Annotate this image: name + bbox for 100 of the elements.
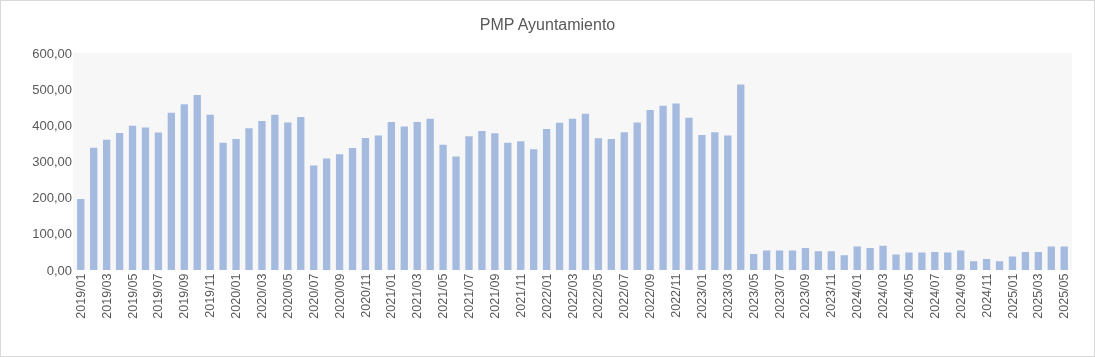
bar — [426, 118, 434, 270]
x-tick-label: 2021/01 — [384, 273, 399, 319]
x-tick-label: 2020/11 — [358, 273, 373, 318]
x-tick-label: 2021/09 — [487, 273, 502, 319]
bar — [982, 259, 991, 270]
bar — [1021, 251, 1030, 270]
bar — [944, 252, 952, 270]
bar — [361, 137, 370, 270]
x-tick-label: 2024/03 — [876, 273, 891, 319]
x-tick-label: 2022/01 — [539, 273, 554, 319]
bar — [335, 154, 344, 270]
bar — [322, 158, 331, 270]
bar — [284, 122, 292, 270]
bar — [762, 250, 771, 270]
bar — [931, 251, 939, 270]
x-tick-label: 2020/07 — [306, 273, 321, 319]
bar — [77, 199, 85, 270]
x-tick-label: 2025/03 — [1031, 273, 1046, 319]
x-tick-label: 2023/05 — [746, 273, 761, 319]
bar — [892, 254, 900, 270]
x-tick-label: 2021/07 — [462, 273, 477, 319]
x-tick-label: 2020/05 — [280, 273, 295, 319]
bar — [102, 139, 111, 270]
bar — [957, 250, 965, 270]
bar — [219, 142, 227, 270]
y-tick-label: 300,00 — [32, 154, 72, 170]
bar — [128, 125, 137, 270]
x-tick-label: 2024/11 — [979, 273, 994, 318]
y-tick-label: 600,00 — [32, 45, 72, 61]
bar — [258, 120, 266, 270]
x-tick-label: 2019/09 — [177, 273, 192, 319]
x-tick-label: 2021/03 — [410, 273, 425, 319]
x-tick-label: 2022/05 — [591, 273, 606, 319]
bar — [1047, 246, 1055, 270]
x-tick-label: 2025/01 — [1005, 273, 1020, 319]
bar — [685, 117, 693, 270]
bar — [568, 118, 577, 270]
bar — [555, 122, 564, 270]
x-tick-label: 2023/07 — [772, 273, 787, 319]
bar — [1034, 251, 1043, 270]
bar — [594, 138, 603, 270]
x-tick-label: 2020/01 — [229, 273, 244, 319]
bar — [788, 250, 797, 270]
bar — [801, 247, 810, 270]
x-tick-label: 2022/03 — [565, 273, 580, 319]
bar — [969, 261, 978, 270]
bar — [90, 147, 98, 270]
x-tick-label: 2023/11 — [824, 273, 839, 318]
bar — [879, 245, 887, 270]
y-tick-label: 100,00 — [32, 226, 72, 242]
bar — [633, 122, 641, 270]
bar — [620, 132, 628, 270]
bar — [995, 261, 1004, 270]
bar — [400, 126, 408, 270]
bar — [491, 133, 499, 270]
bar — [478, 131, 486, 270]
bar — [737, 84, 745, 270]
x-tick-label: 2023/01 — [694, 273, 709, 319]
bar — [607, 139, 615, 270]
y-tick-label: 0,00 — [46, 262, 72, 278]
y-tick-label: 500,00 — [32, 81, 72, 97]
bar — [646, 110, 654, 270]
bar — [413, 122, 421, 270]
x-tick-label: 2020/03 — [254, 273, 269, 319]
x-tick-label: 2024/05 — [902, 273, 917, 319]
bar — [452, 156, 460, 270]
bar — [348, 148, 357, 270]
bar — [465, 136, 473, 270]
bar — [1060, 246, 1068, 270]
bar — [439, 144, 447, 270]
x-tick-label: 2022/11 — [669, 273, 684, 318]
x-tick-label: 2019/07 — [151, 273, 166, 319]
x-tick-label: 2023/09 — [798, 273, 813, 319]
chart-title: PMP Ayuntamiento — [479, 15, 616, 33]
bar — [310, 165, 318, 270]
bar — [659, 105, 667, 270]
bar — [918, 252, 926, 270]
bar — [232, 139, 240, 270]
x-tick-label: 2019/03 — [99, 273, 114, 319]
bar — [167, 112, 176, 270]
bar — [775, 250, 784, 270]
bar — [672, 103, 680, 270]
y-tick-label: 400,00 — [32, 117, 72, 133]
x-tick-label: 2024/07 — [927, 273, 942, 319]
bar — [115, 132, 124, 270]
bar — [374, 135, 383, 270]
bar — [504, 142, 512, 270]
bar — [245, 128, 253, 270]
bar — [1008, 256, 1017, 270]
bar — [542, 128, 551, 270]
bar — [271, 114, 279, 270]
bar — [193, 94, 201, 270]
x-tick-label: 2019/11 — [203, 273, 218, 318]
x-tick-label: 2020/09 — [332, 273, 347, 319]
y-tick-label: 200,00 — [32, 190, 72, 206]
bar — [180, 104, 188, 270]
bar — [750, 254, 758, 270]
bar — [905, 252, 913, 270]
bar — [814, 251, 823, 270]
x-tick-label: 2021/05 — [436, 273, 451, 319]
